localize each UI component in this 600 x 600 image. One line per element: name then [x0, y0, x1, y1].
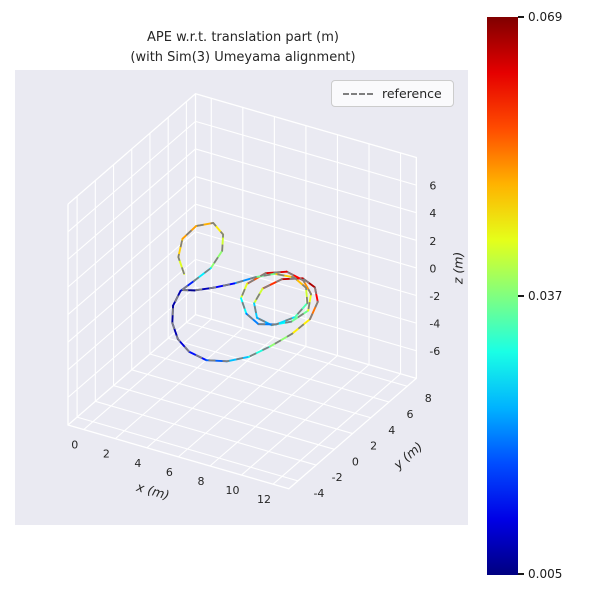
- colorbar-tick-max: [518, 16, 524, 18]
- z-tick-label: 4: [429, 207, 436, 220]
- z-tick-label: -4: [429, 318, 440, 331]
- z-tick-label: 6: [429, 180, 436, 193]
- z-axis-label: z (m): [450, 252, 465, 285]
- colorbar-label-mid: 0.037: [528, 289, 563, 303]
- x-tick-label: 8: [197, 475, 204, 488]
- y-tick-label: 0: [352, 455, 359, 468]
- x-tick-label: 6: [166, 466, 173, 479]
- axes-pane-edges: [67, 93, 417, 490]
- z-tick-label: 2: [429, 235, 436, 248]
- legend: reference: [331, 80, 454, 107]
- z-tick-label: -6: [429, 345, 440, 358]
- y-tick-label: 2: [370, 440, 377, 453]
- y-tick-label: -2: [332, 471, 343, 484]
- chart-title: APE w.r.t. translation part (m) (with Si…: [0, 28, 486, 67]
- x-tick-label: 10: [226, 484, 240, 497]
- y-tick-label: 6: [407, 408, 414, 421]
- chart-title-line-2: (with Sim(3) Umeyama alignment): [130, 49, 356, 65]
- colorbar-tick-min: [518, 573, 524, 575]
- x-tick-label: 0: [71, 439, 78, 452]
- dashed-line-icon: [343, 92, 373, 95]
- chart-title-line-1: APE w.r.t. translation part (m): [147, 30, 339, 45]
- x-tick-label: 12: [257, 493, 271, 506]
- trajectory-reference: [171, 222, 319, 363]
- colorbar-label-max: 0.069: [528, 10, 563, 24]
- colorbar-label-min: 0.005: [528, 567, 563, 581]
- legend-label: reference: [382, 86, 442, 101]
- y-tick-label: 8: [425, 392, 432, 405]
- colorbar-gradient: [487, 17, 518, 575]
- colorbar-tick-mid: [518, 295, 524, 297]
- x-tick-label: 4: [134, 457, 141, 470]
- x-tick-label: 2: [103, 448, 110, 461]
- y-tick-label: -4: [313, 487, 324, 500]
- y-tick-label: 4: [388, 424, 395, 437]
- z-tick-label: -2: [429, 290, 440, 303]
- z-tick-label: 0: [429, 262, 436, 275]
